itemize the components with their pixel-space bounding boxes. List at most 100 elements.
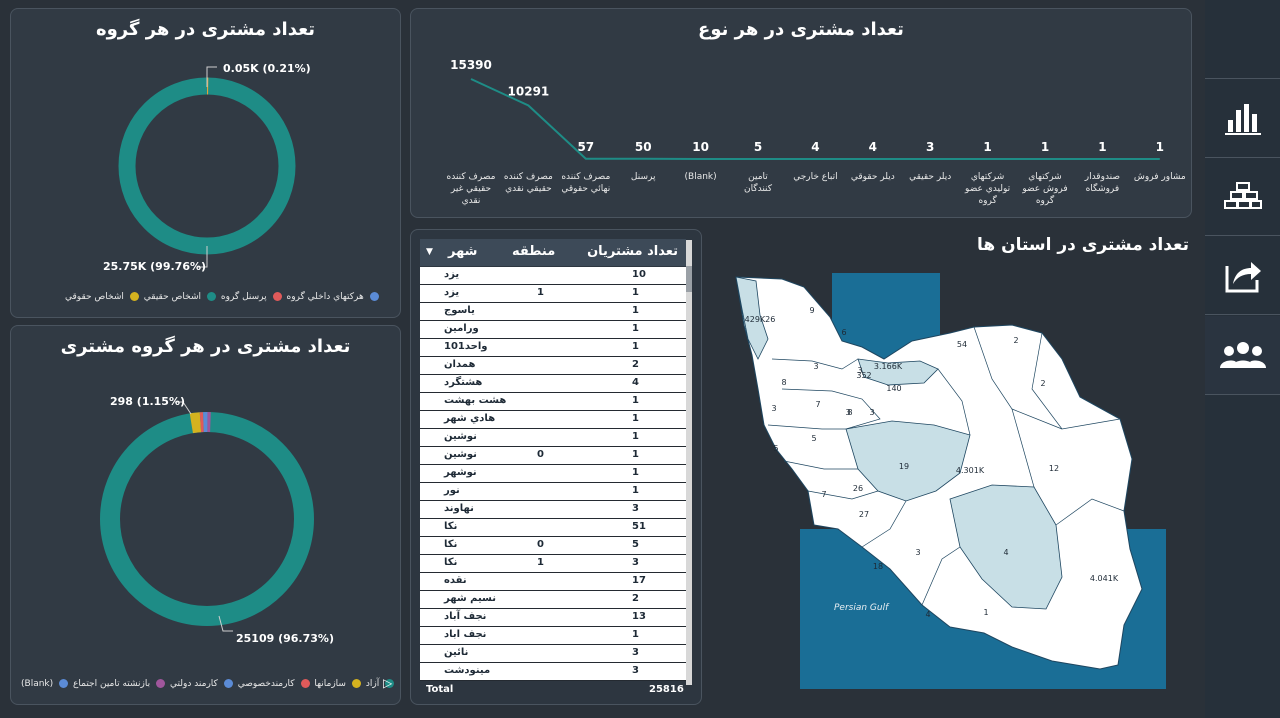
table-row[interactable]: يزد 1 1 xyxy=(420,285,686,303)
table-row[interactable]: نكا 1 3 xyxy=(420,555,686,573)
type-data-label: 1 xyxy=(1098,140,1106,154)
type-category-label: مصرف كننده حقيقي نقدي xyxy=(504,172,553,194)
legend-item[interactable]: سازمانها xyxy=(314,679,363,689)
map-province-kerman xyxy=(949,484,1063,610)
map-province-label: 3.166K xyxy=(874,362,903,371)
legend-item[interactable]: كارمندخصوصي xyxy=(238,679,312,689)
cell-city: نجف آباد xyxy=(444,611,487,622)
table-row[interactable]: ورامين 1 xyxy=(420,321,686,339)
sidebar-button-stack[interactable] xyxy=(1205,157,1280,236)
map-province-label: 429K26 xyxy=(745,315,776,324)
legend-item[interactable]: هرکتهاي داخلي گروه xyxy=(286,292,380,302)
table-row[interactable]: واحد101 1 xyxy=(420,339,686,357)
legend-next-arrow-icon[interactable]: ▷ xyxy=(383,676,393,690)
group-donut-chart[interactable] xyxy=(11,9,402,319)
legend-item[interactable]: آزاد xyxy=(366,679,396,689)
customer-group-title: تعداد مشتری در هر گروه مشتری xyxy=(60,336,351,357)
table-row[interactable]: ياسوج 1 xyxy=(420,303,686,321)
cell-count: 2 xyxy=(632,593,639,604)
map-province-label: 4.301K xyxy=(956,466,985,475)
cell-city: نهاوند xyxy=(444,503,474,514)
type-category-label: تامين كنندگان xyxy=(744,172,773,194)
table-row[interactable]: نكا 51 xyxy=(420,519,686,537)
table-row[interactable]: نقده 17 xyxy=(420,573,686,591)
cell-city: همدان xyxy=(444,359,476,370)
cell-count: 1 xyxy=(632,323,639,334)
map-province-isfahan xyxy=(845,420,971,502)
type-data-label: 1 xyxy=(983,140,991,154)
table-row[interactable]: نوشين 1 xyxy=(420,429,686,447)
cell-count: 2 xyxy=(632,359,639,370)
legend-item[interactable]: بازنشته تامين اجتماع xyxy=(73,679,167,689)
sidebar-button-share[interactable] xyxy=(1205,236,1280,315)
map-province-label: 7 xyxy=(815,400,820,409)
table-row[interactable]: هشتگرد 4 xyxy=(420,375,686,393)
table-row[interactable]: مينودشت 3 xyxy=(420,663,686,681)
group-donut-title: تعداد مشتری در هر گروه xyxy=(95,19,316,40)
sidebar-button-chart[interactable] xyxy=(1205,78,1280,158)
cell-city: نسيم شهر xyxy=(444,593,496,604)
table-row[interactable]: هشت بهشت 1 xyxy=(420,393,686,411)
legend-item[interactable]: كارمند دولتي xyxy=(170,679,235,689)
table-scroll-thumb[interactable] xyxy=(686,266,692,292)
table-scrollbar[interactable] xyxy=(686,240,692,685)
sort-desc-icon[interactable]: ▼ xyxy=(426,247,433,257)
cell-count: 1 xyxy=(632,341,639,352)
map-province-label: 9 xyxy=(809,306,814,315)
table-row[interactable]: نجف اباد 1 xyxy=(420,627,686,645)
table-row[interactable]: نائين 3 xyxy=(420,645,686,663)
type-line-chart[interactable]: 15390 مصرف كننده حقيقي غير نقدي 10291 مصرف كن… xyxy=(411,9,1193,219)
header-region[interactable]: منطقه xyxy=(512,244,556,259)
bar-chart-icon xyxy=(1224,104,1261,135)
type-category-label: مصرف كننده حقيقي غير نقدي xyxy=(447,172,496,206)
sidebar-button-users[interactable] xyxy=(1205,316,1280,395)
table-row[interactable]: نوشين 0 1 xyxy=(420,447,686,465)
table-row[interactable]: يزد 10 xyxy=(420,267,686,285)
map-province-label: 8 xyxy=(781,378,786,387)
map-province-label: 1 xyxy=(983,608,988,617)
cell-city: هشتگرد xyxy=(444,377,483,388)
cell-city: هادي شهر xyxy=(444,413,496,424)
type-category-label: (Blank) xyxy=(685,172,717,182)
cell-city: نكا xyxy=(444,557,458,568)
map-province-label: 4 xyxy=(925,610,930,619)
customer-group-slice-purple xyxy=(100,412,314,626)
cell-city: نجف اباد xyxy=(444,629,487,640)
cell-region: 0 xyxy=(537,449,544,460)
cell-count: 3 xyxy=(632,503,639,514)
table-row[interactable]: نور 1 xyxy=(420,483,686,501)
table-row[interactable]: نجف آباد 13 xyxy=(420,609,686,627)
legend-item[interactable]: (Blank) xyxy=(21,679,70,689)
table-row[interactable]: نكا 0 5 xyxy=(420,537,686,555)
share-icon xyxy=(1225,262,1261,293)
cell-city: نور xyxy=(444,485,460,496)
map-province-label: 3 xyxy=(845,408,850,417)
legend-item[interactable]: اشخاص حقوقي xyxy=(65,292,141,302)
customer-group-donut-ring xyxy=(100,412,314,626)
group-donut-leader-bottom xyxy=(197,246,208,268)
city-table-header: تعداد مشتریان منطقه شهر ▼ xyxy=(420,239,686,266)
type-category-label: شركتهاي فروش عضو گروه xyxy=(1021,172,1067,206)
table-row[interactable]: نوشهر 1 xyxy=(420,465,686,483)
header-city[interactable]: شهر xyxy=(448,244,478,259)
map-province-label: 2 xyxy=(1013,336,1018,345)
table-row[interactable]: نهاوند 3 xyxy=(420,501,686,519)
cell-count: 1 xyxy=(632,629,639,640)
customer-group-slice-blue xyxy=(100,412,314,626)
header-count[interactable]: تعداد مشتریان xyxy=(587,244,678,259)
cell-count: 51 xyxy=(632,521,646,532)
table-row[interactable]: همدان 2 xyxy=(420,357,686,375)
table-row[interactable]: هادي شهر 1 xyxy=(420,411,686,429)
map-province-label: 27 xyxy=(859,510,869,519)
customer-group-donut-chart[interactable] xyxy=(11,326,402,706)
type-data-label: 10 xyxy=(692,140,709,154)
legend-item[interactable]: پرسنل گروه xyxy=(221,292,284,302)
type-data-label: 10291 xyxy=(508,85,550,99)
legend-item[interactable]: اشخاص حقيقي xyxy=(144,292,218,302)
type-line-series xyxy=(470,78,1160,160)
total-value: 25816 xyxy=(649,684,684,695)
table-row[interactable]: نسيم شهر 2 xyxy=(420,591,686,609)
cell-city: نوشين xyxy=(444,449,477,460)
cell-city: نوشهر xyxy=(444,467,477,478)
